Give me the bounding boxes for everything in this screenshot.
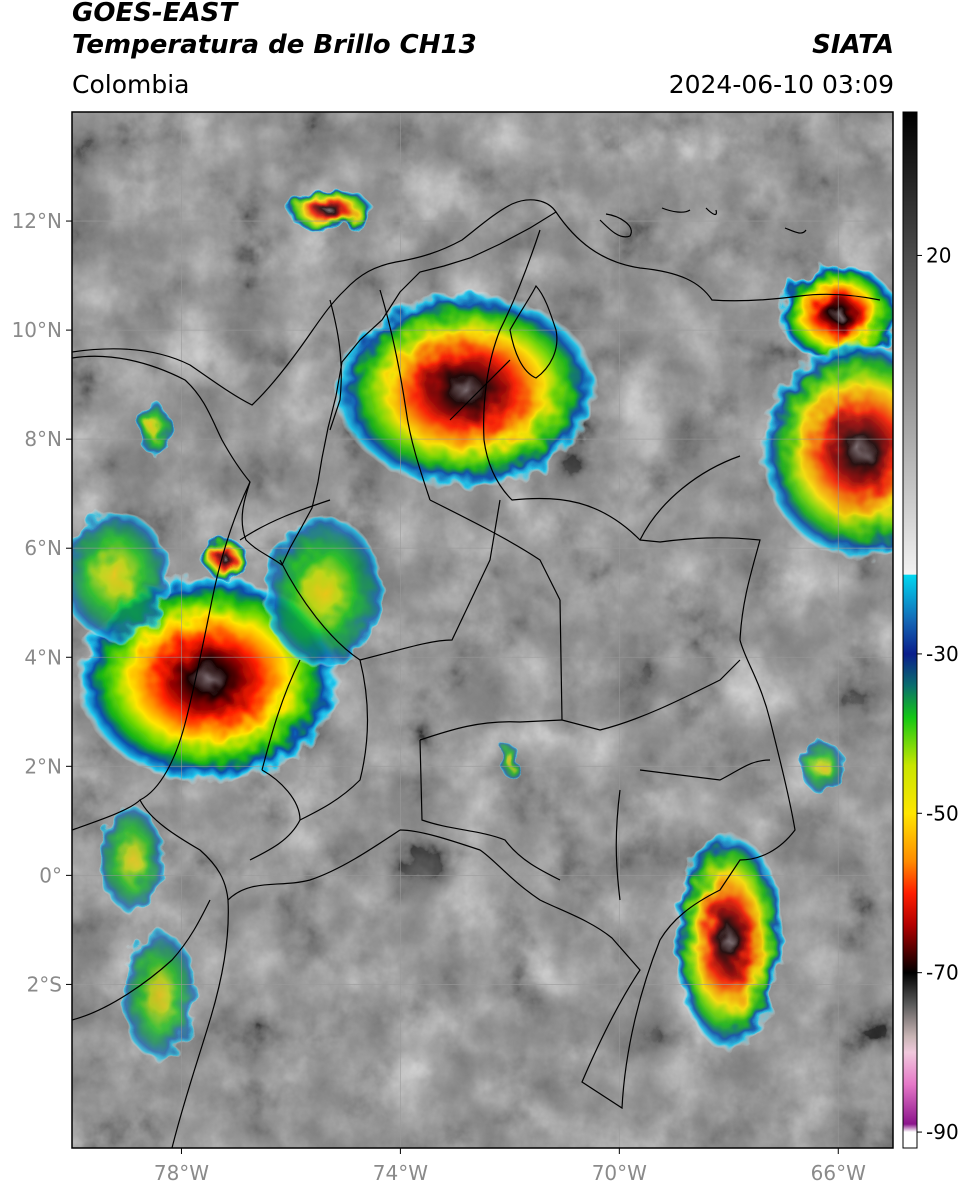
- colorbar-tick-label-2: -50: [926, 801, 959, 825]
- department-border-7: [329, 299, 342, 431]
- department-border-10: [449, 359, 511, 421]
- coastline-pacific: [139, 481, 251, 1148]
- department-border-9: [429, 499, 561, 601]
- coastline-venezuela: [555, 211, 881, 302]
- storm-cell-7: [285, 188, 374, 232]
- storm-cell-8: [121, 929, 198, 1061]
- product-title: Temperatura de Brillo CH13: [72, 30, 477, 60]
- map-frame: [71, 111, 894, 1149]
- department-border-13: [639, 759, 771, 781]
- department-border-2: [419, 719, 563, 741]
- colorbar-tick-label-4: -90: [926, 1120, 959, 1144]
- colorbar-ticks: 20 -30 -50 -70 -90: [917, 243, 959, 1144]
- island-3: [705, 207, 717, 216]
- storm-cell-11: [137, 400, 171, 456]
- venezuela-internal-border: [639, 455, 741, 541]
- department-border-1: [559, 599, 741, 731]
- storm-cell-0: [334, 291, 598, 489]
- lon-tick-label-3: 66°W: [811, 1161, 866, 1185]
- latitude-ticks: 12°N 10°N 8°N 6°N 4°N 2°N 0° 2°S: [12, 209, 72, 996]
- storm-cell-10: [203, 537, 248, 581]
- lat-tick-label-5: 2°N: [24, 754, 62, 778]
- lat-tick-label-1: 10°N: [12, 318, 62, 342]
- timestamp-label: 2024-06-10 03:09: [668, 70, 894, 99]
- longitude-ticks: 78°W 74°W 70°W 66°W: [154, 1148, 866, 1185]
- storm-cell-3: [778, 264, 893, 363]
- lat-tick-label-0: 12°N: [12, 209, 62, 233]
- satellite-title: GOES-EAST: [72, 0, 238, 28]
- colorbar-tick-label-0: 20: [926, 243, 951, 267]
- storm-cell-6: [72, 510, 171, 641]
- colombia-border-south: [227, 829, 401, 901]
- colorbar-tick-label-3: -70: [926, 961, 959, 985]
- colorbar: 20 -30 -50 -70 -90: [902, 111, 959, 1149]
- graticule: [72, 112, 893, 1148]
- colorbar-ramp: [902, 111, 918, 1149]
- region-label: Colombia: [72, 70, 190, 99]
- department-border-6: [249, 769, 301, 861]
- storm-cell-2: [263, 515, 384, 669]
- political-boundaries: [72, 199, 881, 1148]
- island-4: [784, 227, 807, 234]
- storm-cell-13: [498, 744, 521, 778]
- department-border-5: [299, 659, 369, 821]
- department-border-14: [615, 789, 621, 901]
- lon-tick-label-0: 78°W: [154, 1161, 209, 1185]
- lat-tick-label-2: 8°N: [24, 427, 62, 451]
- storm-cell-9: [99, 804, 166, 914]
- lat-tick-label-4: 4°N: [24, 645, 62, 669]
- colorbar-tick-label-1: -30: [926, 642, 959, 666]
- lat-tick-label-3: 6°N: [24, 536, 62, 560]
- department-border-12: [261, 659, 301, 771]
- lat-tick-label-6: 0°: [39, 863, 62, 887]
- coastline-caribbean: [72, 199, 557, 566]
- island-1: [599, 213, 632, 238]
- colombia-border-east: [399, 229, 796, 1110]
- ecuador-border: [72, 799, 141, 831]
- storm-cell-5: [674, 831, 784, 1050]
- lake-maracaibo: [509, 284, 558, 379]
- storm-cell-4: [761, 341, 893, 560]
- lat-tick-label-7: 2°S: [27, 972, 62, 996]
- department-border-8: [379, 289, 431, 501]
- department-border-3: [419, 739, 561, 881]
- island-2: [661, 207, 691, 213]
- peru-border: [72, 899, 211, 1021]
- lon-tick-label-1: 74°W: [373, 1161, 428, 1185]
- agency-label: SIATA: [812, 30, 894, 60]
- lon-tick-label-2: 70°W: [592, 1161, 647, 1185]
- department-border-11: [239, 499, 331, 541]
